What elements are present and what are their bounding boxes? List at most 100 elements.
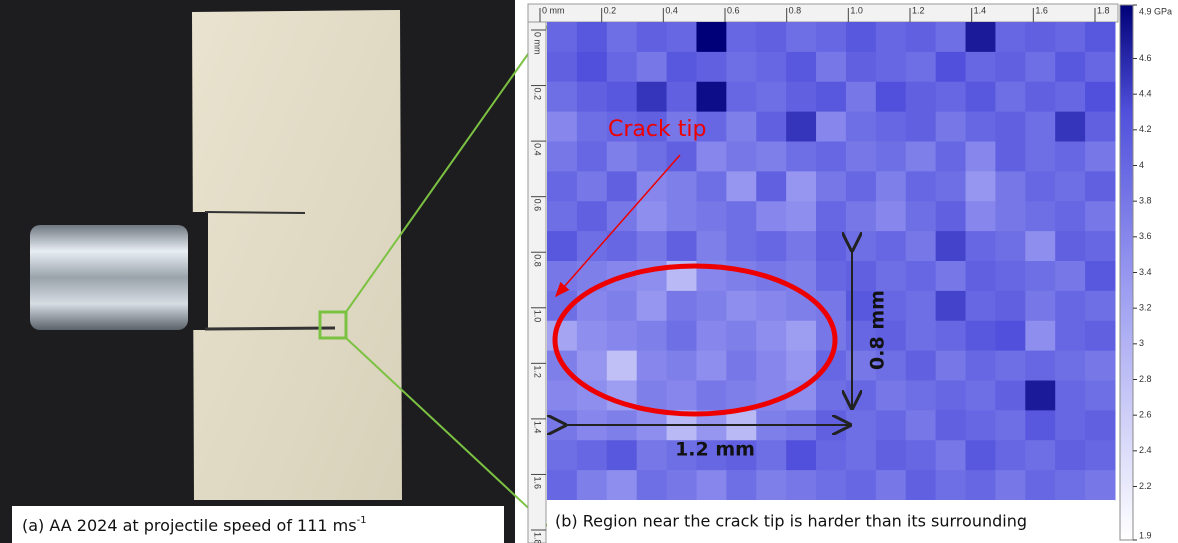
heatmap-cell — [935, 261, 967, 292]
heatmap-cell — [726, 320, 757, 352]
heatmap-cell — [756, 81, 787, 113]
heatmap-cell — [816, 81, 847, 113]
heatmap-cell — [965, 81, 996, 113]
heatmap-cell — [935, 410, 967, 441]
x-ruler-label: 0.6 — [727, 5, 740, 15]
heatmap-cell — [1085, 171, 1116, 202]
heatmap-cell — [606, 350, 638, 381]
y-ruler-label: 0.8 — [533, 254, 543, 267]
top-ruler — [527, 3, 1119, 23]
heatmap-cell — [547, 81, 578, 113]
heatmap-cell — [965, 201, 996, 232]
x-ruler-label: 1.0 — [850, 5, 863, 15]
heatmap-cell — [1025, 171, 1056, 202]
heatmap-cell — [606, 320, 638, 352]
heatmap-cell — [1085, 81, 1116, 113]
heatmap-cell — [1085, 440, 1116, 471]
heatmap-cell — [576, 350, 608, 381]
colorbar-tick-label: 3 — [1139, 338, 1144, 348]
heatmap-cell — [1025, 380, 1056, 411]
heatmap-cell — [606, 141, 638, 172]
heatmap-cell — [905, 111, 937, 142]
heatmap-cell — [696, 51, 727, 83]
colorbar-tick-label: 3.4 — [1139, 267, 1152, 277]
heatmap-cell — [726, 141, 757, 172]
heatmap — [547, 22, 1116, 501]
heatmap-cell — [696, 320, 727, 352]
heatmap-cell — [547, 470, 578, 501]
heatmap-cell — [965, 470, 996, 501]
heatmap-cell — [995, 440, 1026, 471]
heatmap-cell — [845, 470, 877, 501]
y-ruler-label: 1.4 — [533, 421, 543, 434]
heatmap-cell — [756, 231, 787, 262]
heatmap-cell — [726, 111, 757, 142]
heatmap-cell — [666, 81, 697, 113]
heatmap-cell — [875, 470, 907, 501]
heatmap-cell — [995, 231, 1026, 262]
heatmap-cell — [1085, 231, 1116, 262]
heatmap-cell — [905, 410, 937, 441]
heatmap-cell — [995, 261, 1026, 292]
heatmap-cell — [905, 201, 937, 232]
heatmap-cell — [935, 51, 967, 83]
heatmap-cell — [875, 171, 907, 202]
heatmap-cell — [845, 111, 877, 142]
heatmap-cell — [816, 380, 847, 411]
heatmap-cell — [726, 171, 757, 202]
heatmap-cell — [666, 440, 697, 471]
heatmap-cell — [875, 320, 907, 352]
heatmap-cell — [1055, 320, 1086, 352]
heatmap-cell — [875, 201, 907, 232]
heatmap-cell — [666, 320, 697, 352]
heatmap-cell — [756, 141, 787, 172]
heatmap-cell — [875, 290, 907, 322]
heatmap-cell — [816, 171, 847, 202]
heatmap-cell — [875, 350, 907, 381]
heatmap-cell — [845, 231, 877, 262]
x-ruler-label: 1.2 — [912, 5, 925, 15]
heatmap-cell — [875, 380, 907, 411]
colorbar-tick-label: 3.6 — [1139, 231, 1152, 241]
heatmap-cell — [726, 470, 757, 501]
heatmap-cell — [1055, 350, 1086, 381]
heatmap-cell — [845, 171, 877, 202]
heatmap-cell — [816, 22, 847, 53]
heatmap-cell — [636, 231, 668, 262]
heatmap-cell — [816, 231, 847, 262]
heatmap-cell — [935, 380, 967, 411]
heatmap-cell — [875, 261, 907, 292]
heatmap-cell — [696, 231, 727, 262]
heatmap-cell — [1085, 410, 1116, 441]
y-ruler-label: 1.2 — [533, 365, 543, 378]
heatmap-cell — [935, 171, 967, 202]
heatmap-cell — [995, 470, 1026, 501]
heatmap-cell — [636, 22, 668, 53]
heatmap-cell — [875, 440, 907, 471]
heatmap-cell — [905, 440, 937, 471]
colorbar-tick-label: 4.2 — [1139, 124, 1152, 134]
heatmap-cell — [1025, 261, 1056, 292]
heatmap-cell — [547, 22, 578, 53]
heatmap-cell — [576, 22, 608, 53]
y-ruler-label: 0.6 — [533, 199, 543, 212]
heatmap-cell — [935, 81, 967, 113]
heatmap-cell — [756, 22, 787, 53]
heatmap-cell — [816, 261, 847, 292]
heatmap-cell — [1085, 51, 1116, 83]
heatmap-cell — [666, 201, 697, 232]
heatmap-cell — [845, 440, 877, 471]
heatmap-cell — [576, 141, 608, 172]
heatmap-cell — [905, 171, 937, 202]
heatmap-cell — [786, 171, 817, 202]
heatmap-cell — [965, 231, 996, 262]
heatmap-cell — [995, 22, 1026, 53]
heatmap-cell — [576, 440, 608, 471]
heatmap-cell — [606, 171, 638, 202]
heatmap-cell — [1025, 320, 1056, 352]
heatmap-cell — [756, 320, 787, 352]
heatmap-cell — [816, 201, 847, 232]
heatmap-cell — [875, 51, 907, 83]
heatmap-cell — [636, 290, 668, 322]
heatmap-cell — [756, 171, 787, 202]
